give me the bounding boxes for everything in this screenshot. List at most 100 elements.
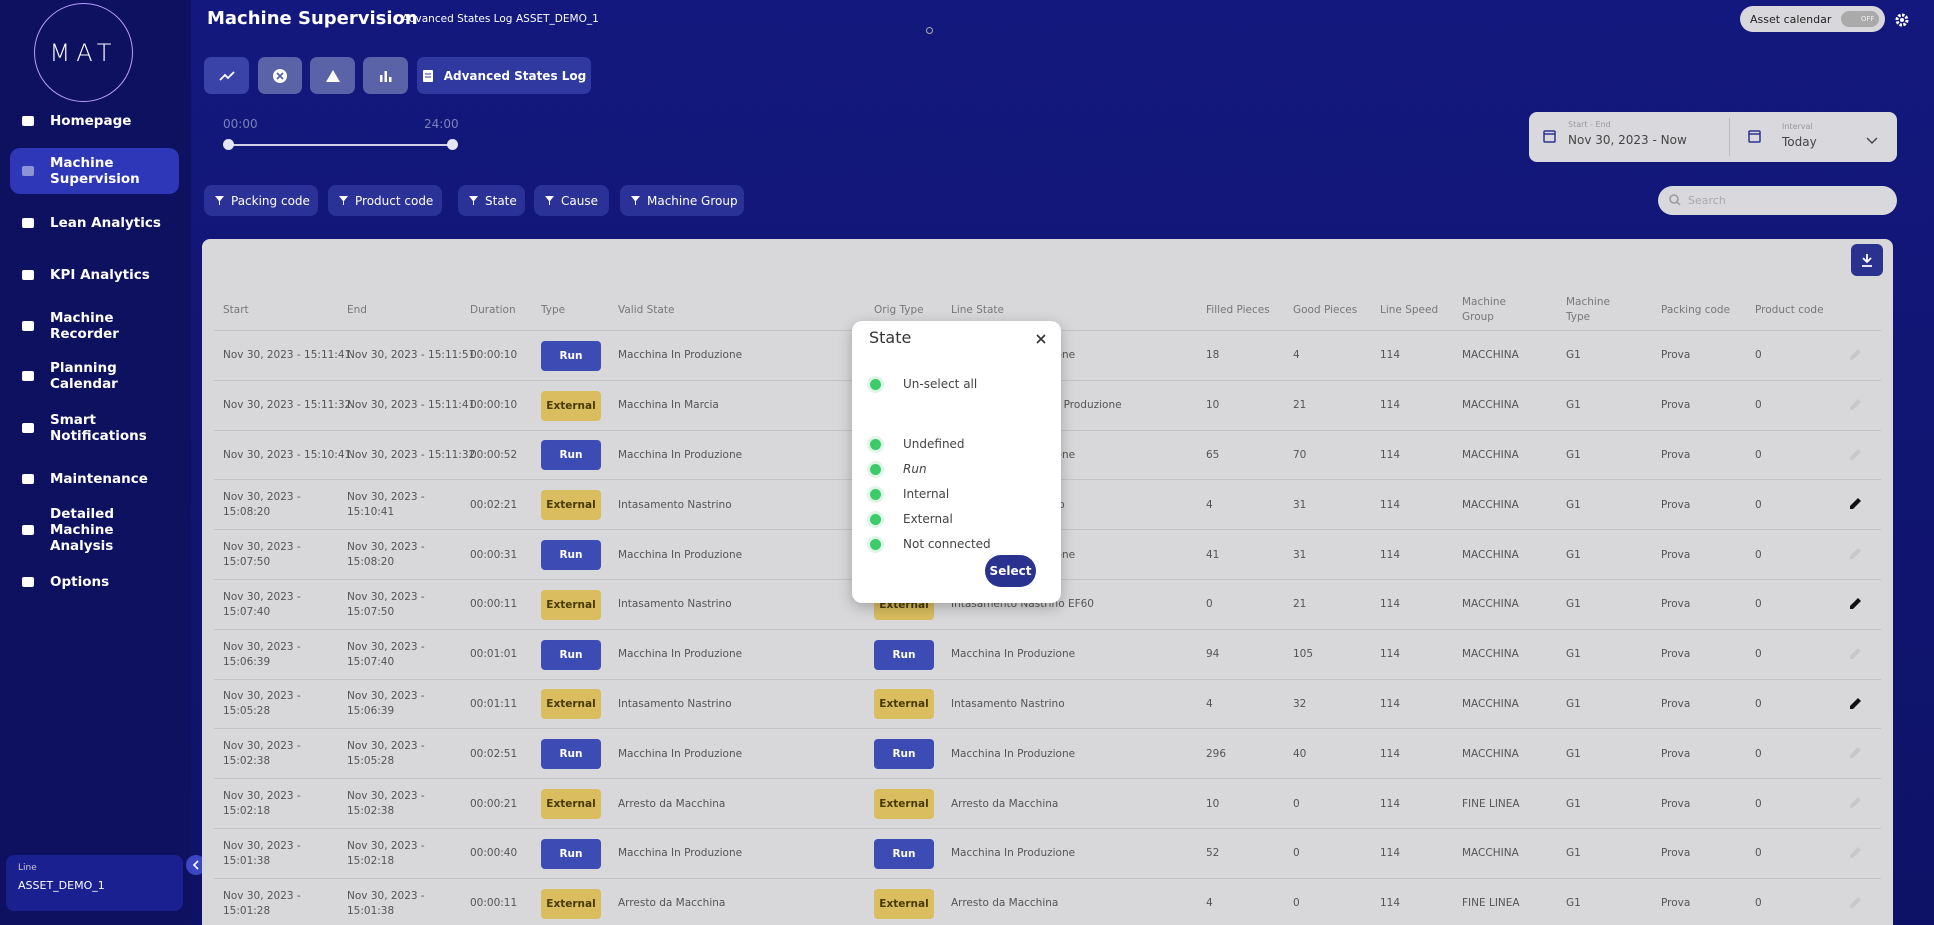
nav-item[interactable]: Homepage [10, 98, 179, 144]
table-cell: 0 [1755, 648, 1762, 661]
logo[interactable]: MAT [34, 3, 133, 102]
filter-button[interactable]: Cause [534, 185, 609, 216]
column-header[interactable]: Line State [951, 303, 1005, 316]
edit-button[interactable] [1847, 745, 1865, 763]
slider-handle[interactable] [223, 139, 234, 150]
download-button[interactable] [1851, 244, 1883, 276]
table-cell: FINE LINEA [1462, 797, 1520, 810]
table-cell: Intasamento Nastrino [618, 697, 732, 710]
chart-button[interactable] [363, 57, 408, 94]
select-button[interactable]: Select [985, 555, 1036, 587]
search-box[interactable]: Search [1658, 186, 1897, 215]
table-cell: G1 [1566, 897, 1581, 910]
nav-item[interactable]: Planning Calendar [10, 353, 179, 399]
nav-item[interactable]: Detailed Machine Analysis [10, 506, 179, 554]
type-cell: External [541, 779, 611, 829]
nav-item[interactable]: Machine Supervision [10, 148, 179, 194]
search-placeholder: Search [1688, 194, 1726, 207]
table-cell: 21 [1293, 399, 1307, 412]
edit-button[interactable] [1847, 546, 1865, 564]
edit-button[interactable] [1847, 795, 1865, 813]
column-header[interactable]: Valid State [618, 303, 675, 316]
edit-button[interactable] [1847, 696, 1865, 714]
table-cell: 52 [1206, 847, 1220, 860]
settings-icon[interactable] [1894, 12, 1910, 28]
filter-button[interactable]: Packing code [204, 185, 318, 216]
edit-button[interactable] [1847, 845, 1865, 863]
filter-button[interactable]: Machine Group [620, 185, 744, 216]
edit-button[interactable] [1847, 447, 1865, 465]
table-cell: G1 [1566, 697, 1581, 710]
table-cell: Macchina In Produzione [618, 349, 743, 362]
date-filter[interactable]: Start - End Nov 30, 2023 - Now Interval … [1529, 112, 1897, 162]
column-header[interactable]: Machine Group [1462, 296, 1506, 323]
asset-calendar[interactable]: Asset calendar OFF [1740, 6, 1885, 32]
table-cell: 114 [1380, 897, 1401, 910]
state-option[interactable]: Internal [870, 487, 949, 501]
column-header[interactable]: Line Speed [1380, 303, 1439, 316]
collapse-button[interactable] [186, 855, 206, 875]
line-selector[interactable]: Line ASSET_DEMO_1 [6, 855, 183, 911]
column-header[interactable]: End [347, 303, 367, 316]
column-header[interactable]: Orig Type [874, 303, 924, 316]
unselect-all[interactable]: Un-select all [870, 377, 977, 391]
column-header[interactable]: Good Pieces [1293, 303, 1358, 316]
nav-item[interactable]: Machine Recorder [10, 303, 179, 349]
edit-button[interactable] [1847, 347, 1865, 365]
state-badge: Run [874, 838, 934, 869]
trend-button[interactable] [204, 57, 249, 94]
state-badge: External [874, 888, 934, 919]
nav-item[interactable]: KPI Analytics [10, 252, 179, 298]
column-header[interactable]: Type [541, 303, 566, 316]
nav-item[interactable]: Maintenance [10, 456, 179, 502]
edit-button[interactable] [1847, 397, 1865, 415]
row-separator [214, 778, 1881, 780]
alarm-button[interactable] [310, 57, 355, 94]
advanced-log-button[interactable]: Advanced States Log [417, 57, 591, 94]
table-cell: 31 [1293, 498, 1307, 511]
table-cell: MACCHINA [1462, 648, 1519, 661]
nav-item[interactable]: Smart Notifications [10, 405, 179, 451]
table-cell: Nov 30, 2023 - 15:11:41 [223, 349, 352, 362]
state-option[interactable]: Not connected [870, 537, 991, 551]
line-value: ASSET_DEMO_1 [18, 879, 105, 892]
nav-item[interactable]: Lean Analytics [10, 200, 179, 246]
edit-button[interactable] [1847, 895, 1865, 913]
close-button[interactable] [1035, 333, 1047, 345]
state-badge: External [541, 689, 601, 720]
table-cell: Nov 30, 2023 - 15:02:18 [347, 839, 425, 867]
slider-handle[interactable] [447, 139, 458, 150]
table-cell: Macchina In Produzione [618, 847, 743, 860]
table-cell: Macchina In Produzione [618, 448, 743, 461]
edit-button[interactable] [1847, 646, 1865, 664]
time-slider[interactable] [228, 144, 453, 146]
table-cell: Intasamento Nastrino [951, 697, 1065, 710]
option-label: External [903, 512, 953, 526]
toggle[interactable]: OFF [1841, 11, 1880, 27]
type-cell: External [541, 879, 611, 925]
table-cell: Nov 30, 2023 - 15:07:50 [223, 541, 301, 569]
edit-button[interactable] [1847, 496, 1865, 514]
state-option[interactable]: Undefined [870, 437, 965, 451]
table-cell: Arresto da Macchina [951, 897, 1059, 910]
table-cell: 00:00:31 [470, 548, 518, 561]
state-option[interactable]: Run [870, 462, 927, 476]
filter-button[interactable]: Product code [328, 185, 442, 216]
stop-button[interactable] [258, 57, 302, 94]
table-cell: G1 [1566, 797, 1581, 810]
filter-button[interactable]: State [458, 185, 525, 216]
table-cell: MACCHINA [1462, 548, 1519, 561]
column-header[interactable]: Filled Pieces [1206, 303, 1270, 316]
edit-button[interactable] [1847, 596, 1865, 614]
state-option[interactable]: External [870, 512, 953, 526]
column-header[interactable]: Start [223, 303, 249, 316]
column-header[interactable]: Machine Type [1566, 296, 1610, 323]
table-cell: 114 [1380, 847, 1401, 860]
table-cell: 10 [1206, 399, 1220, 412]
asset-calendar-label: Asset calendar [1750, 12, 1832, 26]
nav-item[interactable]: Options [10, 559, 179, 605]
table-cell: 32 [1293, 697, 1307, 710]
column-header[interactable]: Duration [470, 303, 516, 316]
column-header[interactable]: Product code [1755, 303, 1824, 316]
column-header[interactable]: Packing code [1661, 303, 1731, 316]
